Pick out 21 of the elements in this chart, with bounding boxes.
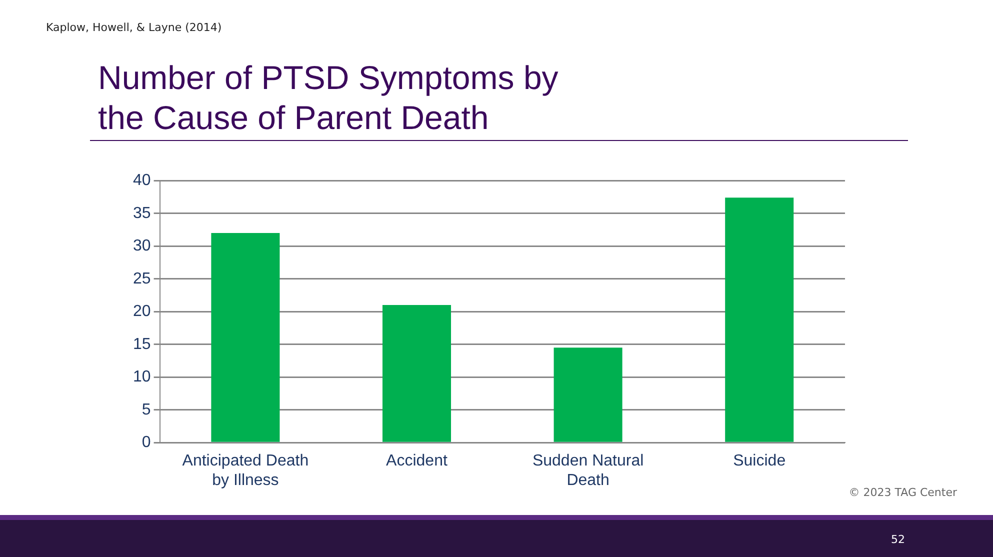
y-tick-label: 40 [133,172,151,190]
y-tick-label: 5 [142,401,151,418]
bar [382,305,452,442]
y-tick-label: 15 [133,336,151,353]
chart-title: Number of PTSD Symptoms by the Cause of Parent Death [98,58,560,138]
text: © 2023 TAG Center [848,486,957,499]
y-tick-label: 0 [142,434,151,452]
text: 52 [891,533,905,546]
bar [554,348,622,442]
y-tick-label: 35 [133,204,151,222]
y-tick-label: 10 [133,368,151,386]
x-tick-label: Anticipated Death by Illness [182,452,309,489]
x-tick-label: Suicide [733,452,786,470]
y-tick-label: 20 [133,303,151,320]
text: Kaplow, Howell, & Layne (2014) [46,21,222,34]
bar [725,198,794,442]
y-tick-label: 30 [133,238,151,255]
bar [211,233,280,442]
x-tick-label: Sudden Natural Death [532,452,644,489]
x-tick-label: Accident [386,452,448,470]
y-tick-label: 25 [133,270,151,288]
